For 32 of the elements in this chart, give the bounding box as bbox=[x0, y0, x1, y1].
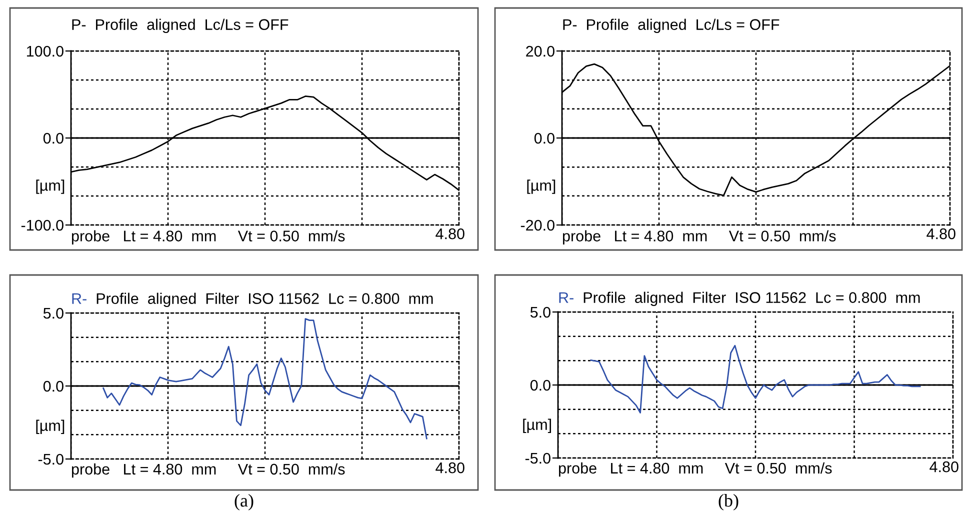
y-tick-label: 0.0 bbox=[43, 132, 64, 144]
chart-title: P- Profile aligned Lc/Ls = OFF bbox=[563, 18, 780, 33]
text: probe Lt = 4.80 mm Vt = 0.50 mm/s bbox=[72, 230, 345, 244]
y-tick-label: -100.0 bbox=[21, 220, 64, 231]
y-tick-label: 5.0 bbox=[43, 308, 64, 319]
y-axis-title: [µm] bbox=[523, 418, 551, 433]
y-tick-label: 0.0 bbox=[534, 132, 554, 144]
y-tick-label: 20.0 bbox=[526, 46, 554, 57]
y-axis-title: [µm] bbox=[527, 180, 556, 194]
text: probe Lt = 4.80 mm Vt = 0.50 mm/s bbox=[558, 462, 832, 477]
y-tick-label: 0.0 bbox=[530, 380, 550, 391]
chart-title: R- Profile aligned Filter ISO 11562 Lc = 0.800 mm bbox=[72, 292, 433, 307]
text: 4.80 bbox=[930, 461, 958, 472]
line-series bbox=[590, 344, 921, 414]
y-tick-label: -5.0 bbox=[38, 454, 64, 465]
chart-title: P- Profile aligned Lc/Ls = OFF bbox=[72, 18, 288, 33]
text: probe Lt = 4.80 mm Vt = 0.50 mm/s bbox=[72, 463, 345, 478]
line-series bbox=[102, 318, 428, 440]
text: 4.80 bbox=[436, 462, 464, 474]
y-tick-label: 100.0 bbox=[26, 46, 64, 57]
text: 4.80 bbox=[436, 228, 464, 240]
text: probe Lt = 4.80 mm Vt = 0.50 mm/s bbox=[562, 230, 836, 244]
text: 4.80 bbox=[926, 228, 956, 240]
y-tick-label: -5.0 bbox=[525, 452, 550, 464]
chart-title: R- Profile aligned Filter ISO 11562 Lc = 0.800 mm bbox=[559, 292, 920, 306]
y-tick-label: 5.0 bbox=[530, 306, 550, 318]
y-tick-label: -20.0 bbox=[520, 220, 554, 231]
y-tick-label: 0.0 bbox=[43, 380, 64, 392]
text: (b) bbox=[718, 494, 738, 510]
text: (a) bbox=[234, 494, 254, 510]
y-axis-title: [µm] bbox=[36, 180, 64, 194]
y-axis-title: [µm] bbox=[36, 420, 64, 434]
